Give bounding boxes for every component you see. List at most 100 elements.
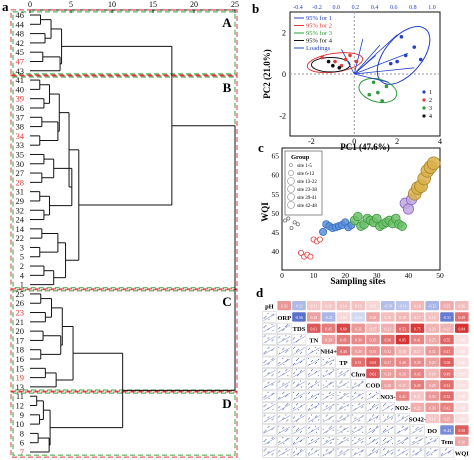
panel-d-correlation-cell xyxy=(336,346,351,356)
panel-d-pair-fit xyxy=(440,449,454,457)
panel-d-pair-point xyxy=(372,450,374,452)
panel-d-pair-point xyxy=(328,392,330,394)
panel-d-correlation-value: -0.56 xyxy=(295,316,303,320)
panel-d-pair-point xyxy=(361,425,363,427)
panel-d-pair-point xyxy=(332,369,334,371)
panel-d-pair-point xyxy=(337,429,339,431)
panel-c-point xyxy=(426,156,441,171)
panel-a-letter: a xyxy=(2,0,9,14)
panel-d-correlation-cell xyxy=(307,312,321,322)
panel-d-correlation-cell xyxy=(440,346,454,356)
panel-d-pair-point xyxy=(263,415,265,417)
panel-a-leaf-label: 43 xyxy=(16,66,25,76)
panel-d-pair-point xyxy=(293,373,295,375)
panel-d-pair-point xyxy=(300,380,302,382)
panel-a-cluster-box-green xyxy=(12,392,236,456)
panel-a-leaf-label: 15 xyxy=(16,363,25,373)
panel-a-cluster-letter-bg xyxy=(220,14,234,29)
panel-d-pair-fit xyxy=(366,426,380,434)
panel-a-leaf-label: 27 xyxy=(16,168,25,178)
panel-d-pair-point xyxy=(344,418,346,420)
panel-d-pair-point xyxy=(265,404,267,406)
panel-a-x-tick-label: 25 xyxy=(231,0,239,9)
panel-a-cluster-letters: A B C D xyxy=(220,15,234,411)
panel-d-pair-point xyxy=(294,425,296,427)
panel-a-cluster-box-red xyxy=(10,74,238,291)
panel-d-pair-frame xyxy=(336,368,351,379)
panel-d-pair-point xyxy=(263,362,265,363)
panel-d-pair-point xyxy=(354,383,356,385)
panel-d-variable-label: TP xyxy=(339,360,347,367)
panel-d-pair-frame xyxy=(277,390,292,402)
panel-d-pair-frame xyxy=(291,368,307,379)
panel-d-pair-point xyxy=(294,416,296,418)
panel-b-letter: b xyxy=(252,1,259,16)
panel-d-pair-scatter xyxy=(351,424,366,436)
panel-a-tree xyxy=(30,14,236,453)
panel-d-correlation-cell xyxy=(366,368,380,379)
panel-d-pair-point xyxy=(272,418,274,420)
panel-d-pair-point xyxy=(264,316,266,318)
panel-b-plot-content xyxy=(290,12,440,136)
panel-d-pair-fit xyxy=(381,426,394,434)
panel-d-pair-frame xyxy=(277,435,292,447)
panel-a-cluster-box-red xyxy=(10,288,238,393)
panel-d-correlation-value: 0.18 xyxy=(429,372,436,376)
panel-d-pair-point xyxy=(293,417,295,419)
panel-a-leaf-label: 23 xyxy=(16,308,25,318)
panel-d-pair-point xyxy=(420,429,422,431)
panel-d-correlation-value: 0.32 xyxy=(384,350,391,354)
panel-d-pair-point xyxy=(377,416,379,418)
panel-d-pair-point xyxy=(373,405,375,407)
panel-d-pair-fit xyxy=(307,403,320,412)
panel-c-legend-label: site 42-48 xyxy=(297,204,317,209)
panel-d-pair-frame xyxy=(365,402,381,413)
panel-a-leaf-label: 17 xyxy=(16,335,25,345)
panel-a-leaf-label: 22 xyxy=(16,233,25,243)
panel-b-point xyxy=(403,53,408,58)
panel-d-pair-point xyxy=(325,431,327,433)
panel-a-x-tick-label: 10 xyxy=(108,0,116,9)
panel-d-pair-point xyxy=(298,427,300,429)
panel-d-pair-point xyxy=(283,408,285,410)
panel-a-leaf-label: 7 xyxy=(20,447,24,457)
panel-d-pair-point xyxy=(286,385,288,387)
panel-d-pair-scatter xyxy=(291,379,307,391)
panel-d-pair-point xyxy=(431,454,433,456)
panel-d-pair-point xyxy=(420,448,422,450)
panel-b-y-tick-label: -2 xyxy=(279,111,286,120)
panel-d-pair-point xyxy=(297,438,299,440)
panel-d-pair-point xyxy=(332,385,334,387)
panel-c-point xyxy=(402,203,414,215)
panel-d-correlation-cell xyxy=(395,323,410,333)
panel-d-pair-scatter xyxy=(395,424,410,436)
panel-d-pair-fit xyxy=(278,426,291,434)
panel-d-pair-point xyxy=(307,427,309,429)
panel-d-pair-point xyxy=(391,408,393,410)
panel-d-pair-fit xyxy=(366,392,380,400)
panel-d-pair-point xyxy=(272,392,274,394)
panel-d-pair-frame xyxy=(262,345,277,357)
panel-d-pair-point xyxy=(265,369,267,371)
panel-b-mini-legend-marker xyxy=(422,98,426,102)
panel-c-x-tick-label: 50 xyxy=(436,271,444,280)
panel-d-pair-point xyxy=(264,430,266,432)
panel-d-pair-frame xyxy=(380,402,395,413)
panel-d-pair-point xyxy=(322,375,324,377)
panel-d-pair-scatter xyxy=(321,435,336,447)
panel-d-pair-point xyxy=(402,416,404,418)
panel-d-pair-fit xyxy=(307,415,320,423)
panel-d-pair-fit xyxy=(411,437,424,446)
panel-d-pair-fit xyxy=(263,347,276,355)
panel-c-point xyxy=(289,226,294,231)
panel-d-pair-scatter xyxy=(291,334,307,345)
panel-d-pair-scatter xyxy=(262,424,277,436)
panel-d-pair-point xyxy=(374,404,376,406)
panel-d-pair-point xyxy=(330,407,332,409)
panel-c-legend-marker xyxy=(287,185,295,193)
panel-d-pair-scatter xyxy=(321,447,336,458)
panel-d-pair-point xyxy=(267,426,269,428)
panel-d-pair-fit xyxy=(366,403,380,412)
panel-d-pair-point xyxy=(405,438,407,440)
